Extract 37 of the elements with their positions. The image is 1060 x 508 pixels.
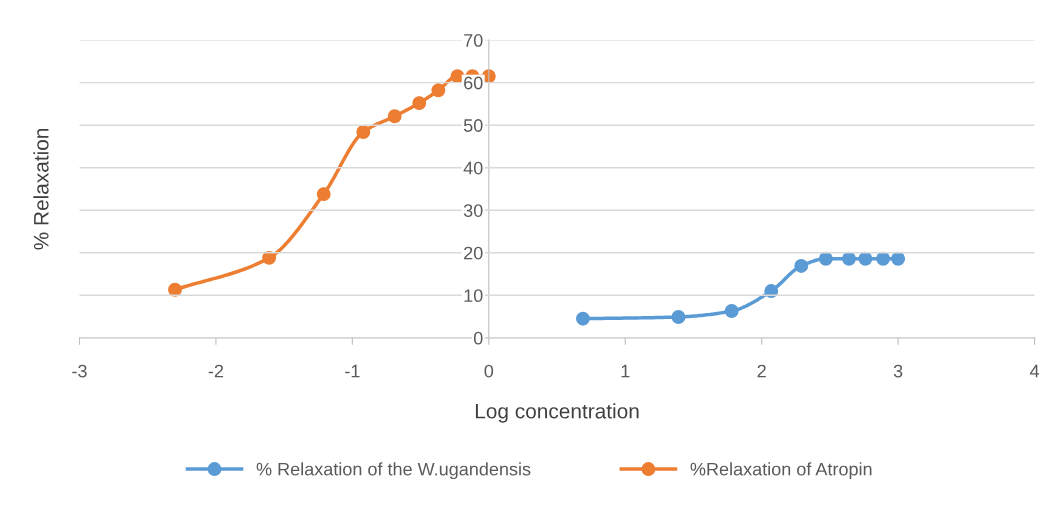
y-tick-label: 40	[463, 161, 483, 175]
x-tick-label: 1	[621, 364, 630, 378]
point	[842, 251, 856, 266]
x-axis-title: Log concentration	[475, 403, 639, 423]
y-tick-label: 30	[463, 204, 483, 217]
y-tick-label: 20	[464, 246, 483, 260]
point	[818, 251, 833, 266]
x-tick-label: 0	[484, 364, 494, 378]
point	[764, 284, 779, 298]
x-tick-label: 2	[757, 364, 766, 378]
point	[412, 96, 427, 111]
y-tick-label: 50	[463, 119, 483, 132]
y-axis-title: % Relaxation	[33, 128, 49, 250]
y-tick-label: 0	[473, 331, 483, 345]
point	[356, 125, 371, 139]
point	[168, 282, 182, 297]
x-tick-label: -1	[345, 364, 360, 378]
x-tick-label: -2	[208, 364, 224, 378]
point	[858, 251, 873, 266]
y-tick-label: 10	[464, 289, 483, 303]
point	[262, 250, 277, 265]
y-tick-label: 60	[464, 76, 483, 90]
point	[316, 187, 331, 202]
x-tick-label: 4	[1029, 364, 1040, 378]
point	[724, 304, 739, 318]
point	[431, 83, 446, 98]
point	[794, 259, 809, 273]
x-tick-label: 3	[893, 364, 903, 378]
y-tick-label: 70	[464, 34, 483, 47]
point	[891, 251, 906, 266]
legend-label: % Relaxation of the W.ugandensis	[256, 462, 531, 480]
point	[576, 311, 590, 326]
x-tick-label: -3	[72, 364, 87, 378]
point	[387, 109, 402, 124]
point	[876, 251, 891, 266]
point	[671, 310, 686, 324]
legend-label: %Relaxation of Atropin	[690, 462, 872, 480]
